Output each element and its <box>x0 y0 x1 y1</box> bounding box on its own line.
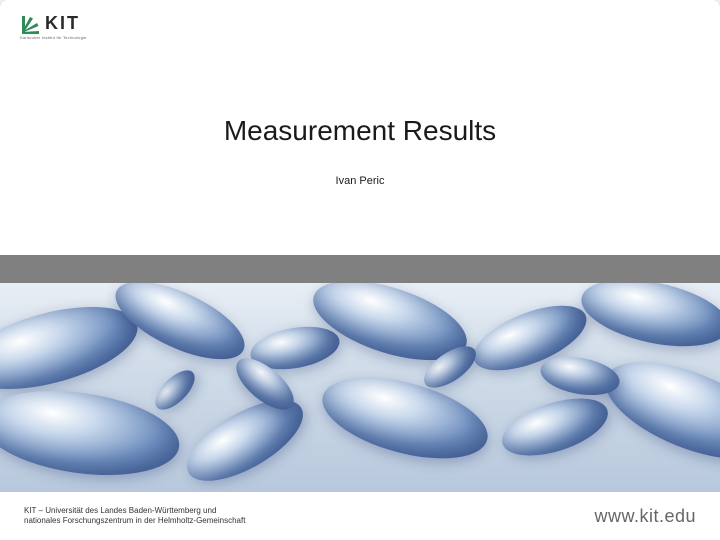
gray-divider-band <box>0 255 720 283</box>
page-title: Measurement Results <box>0 115 720 147</box>
author-name: Ivan Peric <box>0 175 720 187</box>
footer-url: www.kit.edu <box>594 506 696 527</box>
kit-logo: KIT Karlsruher Institut für Technologie <box>20 12 87 40</box>
logo-subtitle: Karlsruher Institut für Technologie <box>20 35 87 40</box>
footer: KIT – Universität des Landes Baden-Württ… <box>0 492 720 540</box>
slide: KIT Karlsruher Institut für Technologie … <box>0 0 720 540</box>
affiliation-line1: KIT – Universität des Landes Baden-Württ… <box>24 506 245 516</box>
decorative-image <box>0 283 720 492</box>
logo-fan-icon <box>20 12 42 34</box>
affiliation-line2: nationales Forschungszentrum in der Helm… <box>24 516 245 526</box>
logo-text: KIT <box>45 13 80 34</box>
logo-mark: KIT <box>20 12 80 34</box>
footer-affiliation: KIT – Universität des Landes Baden-Württ… <box>24 506 245 527</box>
